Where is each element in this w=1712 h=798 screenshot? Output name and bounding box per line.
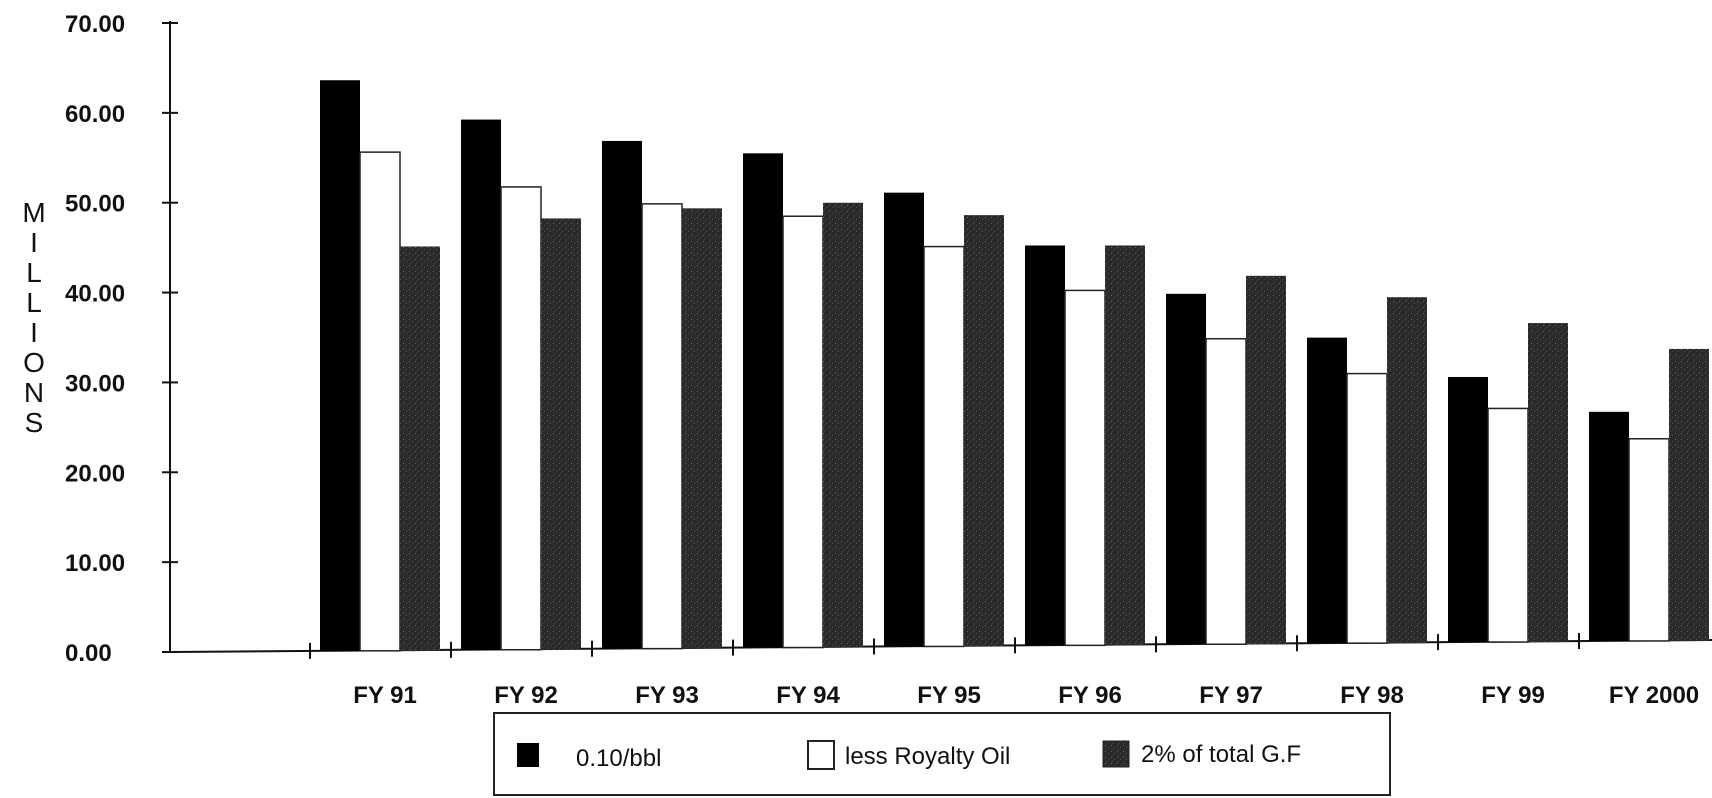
bar-less-royalty-oil (1487, 407, 1529, 643)
y-axis-label-letter: L (26, 287, 42, 318)
bar-less-royalty-oil (359, 151, 401, 652)
legend-swatch-1 (807, 740, 835, 770)
bar-total-gf (541, 218, 581, 650)
bar-total-gf (1387, 297, 1427, 644)
x-tick-label: FY 96 (1058, 682, 1122, 709)
x-tick-label: FY 97 (1199, 682, 1263, 709)
legend-box (493, 712, 1391, 796)
x-tick-label: FY 93 (635, 682, 699, 709)
x-tick-label: FY 91 (353, 682, 417, 709)
bar-less-royalty-oil (641, 203, 683, 650)
y-tick-label: 0.00 (65, 640, 112, 667)
x-tick-label: FY 92 (494, 682, 558, 709)
x-tick-label: FY 95 (917, 682, 981, 709)
bar-less-royalty-oil (782, 215, 824, 649)
bar-bbl (461, 119, 501, 650)
bar-bbl (602, 140, 642, 649)
bar-total-gf (964, 215, 1004, 647)
bar-bbl (884, 192, 924, 647)
y-axis-label-letter: L (26, 257, 42, 288)
bar-total-gf (1105, 245, 1145, 646)
bar-bbl (1025, 245, 1065, 646)
x-tick-label: FY 99 (1481, 682, 1545, 709)
bar-total-gf (682, 208, 722, 649)
bar-bbl (1448, 376, 1488, 643)
legend-swatch-0 (517, 743, 539, 767)
x-tick-label: FY 98 (1340, 682, 1404, 709)
legend-label-1: less Royalty Oil (845, 743, 1010, 770)
legend-label-2: 2% of total G.F (1141, 741, 1301, 768)
y-axis-label-letter: N (24, 377, 44, 408)
y-axis-label-letter: I (30, 227, 38, 258)
legend-label-0: 0.10/bbl (576, 745, 661, 772)
x-tick-label: FY 94 (776, 682, 840, 709)
y-tick-label: 70.00 (65, 11, 125, 38)
bar-bbl (320, 80, 360, 651)
bar-bbl (1307, 337, 1347, 644)
y-tick-label: 20.00 (65, 460, 125, 487)
x-tick-label: FY 2000 (1609, 682, 1699, 709)
bar-bbl (1589, 411, 1629, 641)
legend: 0.10/bbl less Royalty Oil 2% of total G.… (493, 712, 1391, 796)
y-axis-label-letter: I (30, 317, 38, 348)
bar-total-gf (400, 246, 440, 651)
x-tick-labels: FY 91 FY 92 FY 93 FY 94 FY 95 FY 96 FY 97 FY 98… (353, 682, 1699, 709)
y-tick-label: 50.00 (65, 191, 125, 218)
bar-less-royalty-oil (500, 186, 542, 651)
legend-swatch-2 (1102, 740, 1130, 768)
bar-total-gf (1669, 348, 1709, 641)
y-axis-label-letter: S (25, 407, 44, 438)
y-tick-label: 60.00 (65, 101, 125, 128)
bar-less-royalty-oil (923, 245, 965, 648)
y-tick-label: 30.00 (65, 370, 125, 397)
y-axis: 0.00 10.00 20.00 30.00 40.00 50.00 60.00 70.00 (65, 11, 178, 667)
bar-bbl (1166, 293, 1206, 645)
y-axis-label-letter: M (22, 197, 45, 228)
bar-less-royalty-oil (1346, 372, 1388, 644)
y-tick-label: 40.00 (65, 281, 125, 308)
bar-total-gf (1246, 275, 1286, 645)
y-tick-label: 10.00 (65, 550, 125, 577)
bar-less-royalty-oil (1205, 337, 1247, 645)
bar-less-royalty-oil (1628, 438, 1670, 642)
bar-bbl (743, 153, 783, 648)
bar-less-royalty-oil (1064, 289, 1106, 647)
y-axis-label-letter: O (23, 347, 45, 378)
bars (320, 80, 1709, 652)
bar-total-gf (1528, 323, 1568, 643)
bar-total-gf (823, 202, 863, 648)
